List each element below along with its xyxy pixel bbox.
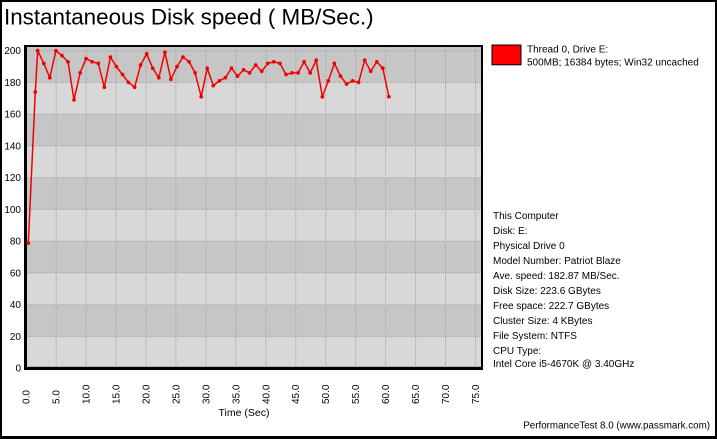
svg-text:Disk: E:: Disk: E: bbox=[493, 226, 527, 237]
svg-text:Model Number: Patriot Blaze: Model Number: Patriot Blaze bbox=[493, 256, 621, 267]
svg-text:0.0: 0.0 bbox=[22, 390, 33, 404]
svg-text:5.0: 5.0 bbox=[52, 390, 63, 404]
svg-text:15.0: 15.0 bbox=[112, 384, 123, 404]
svg-text:CPU Type:: CPU Type: bbox=[493, 346, 541, 357]
svg-text:45.0: 45.0 bbox=[291, 384, 302, 404]
svg-text:200: 200 bbox=[4, 46, 21, 57]
svg-text:20: 20 bbox=[10, 332, 22, 343]
svg-text:55.0: 55.0 bbox=[351, 384, 362, 404]
svg-text:60: 60 bbox=[10, 268, 22, 279]
svg-text:140: 140 bbox=[4, 141, 21, 152]
svg-text:0: 0 bbox=[15, 364, 21, 375]
svg-text:20.0: 20.0 bbox=[142, 384, 153, 404]
svg-text:120: 120 bbox=[4, 173, 21, 184]
svg-text:Cluster Size: 4 KBytes: Cluster Size: 4 KBytes bbox=[493, 316, 592, 327]
svg-text:500MB; 16384 bytes; Win32 unca: 500MB; 16384 bytes; Win32 uncached bbox=[527, 57, 699, 68]
svg-text:35.0: 35.0 bbox=[231, 384, 242, 404]
svg-text:Ave. speed: 182.87 MB/Sec.: Ave. speed: 182.87 MB/Sec. bbox=[493, 271, 620, 282]
svg-text:75.0: 75.0 bbox=[471, 384, 482, 404]
svg-text:70.0: 70.0 bbox=[441, 384, 452, 404]
svg-text:Free space: 222.7 GBytes: Free space: 222.7 GBytes bbox=[493, 301, 609, 312]
svg-text:File System: NTFS: File System: NTFS bbox=[493, 331, 577, 342]
svg-text:80: 80 bbox=[10, 237, 22, 248]
svg-text:Instantaneous Disk speed ( MB/: Instantaneous Disk speed ( MB/Sec.) bbox=[4, 5, 374, 30]
svg-text:Physical Drive 0: Physical Drive 0 bbox=[493, 241, 565, 252]
svg-text:65.0: 65.0 bbox=[411, 384, 422, 404]
svg-text:180: 180 bbox=[4, 78, 21, 89]
svg-text:40.0: 40.0 bbox=[261, 384, 272, 404]
svg-text:PerformanceTest 8.0 (www.passm: PerformanceTest 8.0 (www.passmark.com) bbox=[523, 421, 710, 432]
svg-text:160: 160 bbox=[4, 110, 21, 121]
svg-text:25.0: 25.0 bbox=[171, 384, 182, 404]
svg-text:Intel Core i5-4670K @ 3.40GHz: Intel Core i5-4670K @ 3.40GHz bbox=[493, 359, 634, 370]
svg-text:Time (Sec): Time (Sec) bbox=[219, 407, 270, 419]
svg-text:50.0: 50.0 bbox=[321, 384, 332, 404]
svg-text:30.0: 30.0 bbox=[201, 384, 212, 404]
svg-text:10.0: 10.0 bbox=[82, 384, 93, 404]
svg-text:40: 40 bbox=[10, 300, 22, 311]
svg-text:This Computer: This Computer bbox=[493, 211, 559, 222]
svg-text:100: 100 bbox=[4, 205, 21, 216]
svg-text:Disk Size: 223.6 GBytes: Disk Size: 223.6 GBytes bbox=[493, 286, 601, 297]
svg-text:60.0: 60.0 bbox=[381, 384, 392, 404]
svg-text:Thread 0, Drive E:: Thread 0, Drive E: bbox=[527, 44, 608, 55]
